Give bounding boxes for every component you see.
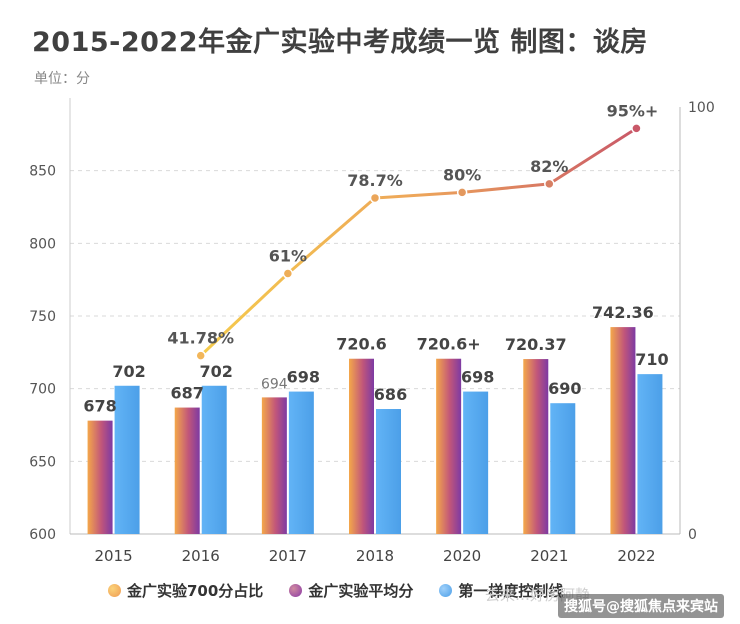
bar-control-line-label: 702 — [200, 362, 233, 381]
ratio-point-label: 95%+ — [607, 101, 659, 120]
ratio-point-label: 82% — [530, 157, 568, 176]
legend-item-control-line: 第一梯度控制线 — [439, 580, 563, 601]
x-tick-label: 2020 — [443, 547, 481, 565]
legend-dot-control-line — [439, 584, 453, 597]
bar-control-line — [463, 391, 489, 534]
bar-average-label: 742.36 — [592, 303, 654, 322]
ratio-point-label: 80% — [443, 165, 481, 184]
ratio-line — [199, 127, 638, 357]
legend-item-ratio: 金广实验700分占比 — [108, 580, 263, 601]
ratio-point — [282, 268, 294, 279]
x-tick-label: 2015 — [94, 547, 132, 565]
x-tick-label: 2016 — [182, 547, 220, 565]
bar-average-label: 687 — [171, 384, 204, 403]
bar-control-line — [637, 374, 663, 534]
x-tick-label: 2017 — [269, 547, 307, 565]
legend-label-average: 金广实验平均分 — [308, 582, 414, 600]
bar-control-line — [201, 385, 227, 534]
bar-average — [261, 397, 287, 534]
unit-label: 单位：分 — [34, 71, 90, 87]
chart-title: 2015-2022年金广实验中考成绩一览 制图：谈房 — [32, 27, 648, 58]
bar-average — [87, 420, 113, 534]
ratio-point — [369, 192, 381, 204]
bar-average-label: 720.37 — [505, 335, 567, 354]
bar-control-line-label: 686 — [374, 385, 407, 404]
bar-average — [349, 358, 374, 534]
watermark: 搜狐号@搜狐焦点来宾站 — [558, 594, 724, 618]
bar-control-line-label: 710 — [635, 350, 668, 369]
bar-average — [610, 327, 636, 534]
y2-tick-label: 0 — [688, 527, 697, 543]
bar-control-line — [550, 403, 576, 534]
legend: 金广实验700分占比 金广实验平均分 第一梯度控制线 — [108, 580, 563, 601]
bar-control-line-label: 698 — [461, 368, 494, 387]
legend-dot-average — [289, 584, 303, 597]
bar-average-label: 720.6 — [336, 335, 387, 354]
ratio-point — [631, 123, 642, 134]
bar-average-label: 720.6+ — [417, 335, 481, 354]
ratio-point — [544, 178, 555, 190]
bar-control-line — [376, 409, 401, 534]
legend-dot-ratio — [108, 584, 121, 597]
bar-average — [174, 407, 200, 534]
y-tick-label: 650 — [29, 454, 56, 470]
bar-average — [523, 359, 549, 534]
bar-average — [436, 358, 462, 534]
x-tick-label: 2018 — [356, 547, 394, 565]
y-tick-label: 600 — [29, 527, 56, 543]
y-tick-label: 750 — [29, 309, 56, 325]
bar-control-line-label: 702 — [112, 362, 145, 381]
bar-average-label: 678 — [83, 397, 116, 416]
bar-average-label: 694 — [261, 376, 288, 392]
bar-control-line-label: 698 — [287, 368, 320, 387]
bar-control-line — [114, 385, 140, 534]
bar-control-line-label: 690 — [548, 379, 581, 398]
bar-control-line — [288, 391, 314, 534]
x-tick-label: 2021 — [530, 547, 568, 565]
y2-tick-label: 100 — [688, 100, 715, 116]
ratio-point — [195, 350, 206, 361]
legend-label-ratio: 金广实验700分占比 — [127, 582, 264, 600]
y-tick-label: 800 — [29, 236, 56, 252]
legend-item-average: 金广实验平均分 — [289, 580, 413, 601]
legend-label-control-line: 第一梯度控制线 — [458, 582, 564, 600]
y-tick-label: 850 — [29, 164, 56, 180]
y-tick-label: 700 — [29, 382, 56, 398]
ratio-point-label: 41.78% — [167, 329, 234, 348]
ratio-point-label: 61% — [269, 247, 307, 266]
x-tick-label: 2022 — [617, 547, 655, 565]
ratio-point — [456, 187, 468, 198]
ratio-point-label: 78.7% — [347, 171, 403, 190]
